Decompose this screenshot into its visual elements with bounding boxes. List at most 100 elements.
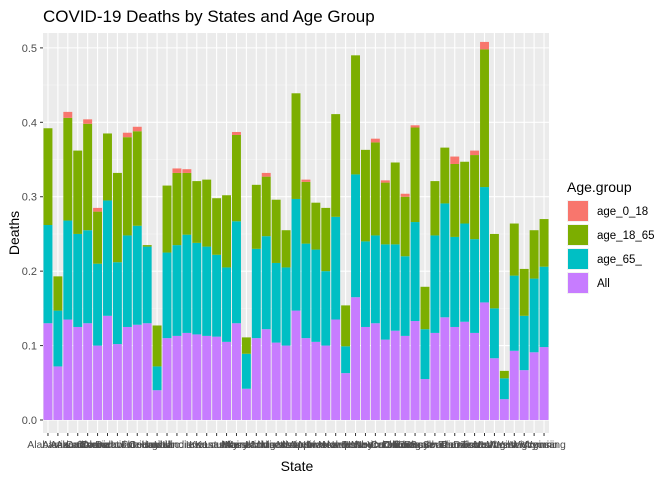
x-tick-label: Oklahoma (381, 439, 429, 451)
x-tick-label: Georgia (128, 439, 166, 451)
x-tick-label: Tennessee (439, 439, 490, 451)
bar-age-65-wyoming (539, 266, 549, 348)
bar-age-65-north-carolina (370, 235, 380, 324)
bar-all-maine (232, 323, 241, 420)
bar-age-18-65-alaska (53, 276, 63, 311)
bar-age-65-alaska (53, 310, 63, 367)
x-tick-label: Oregon (398, 439, 433, 451)
bar-age-18-65-wyoming (539, 219, 549, 267)
x-tick-label: Virginia (487, 439, 522, 451)
bar-age-18-65-kentucky (212, 198, 222, 255)
bar-age-18-65-new-york (360, 149, 370, 242)
bar-age-18-65-mississippi (281, 230, 291, 268)
bar-age-18-65-new-hampshire (331, 114, 341, 217)
bar-all-rhode-island (430, 332, 440, 420)
x-tick-label: Connecticut (80, 439, 136, 451)
bar-all-idaho (162, 338, 172, 420)
bar-age-65-california (83, 230, 93, 324)
bar-all-vermont (489, 358, 499, 420)
bar-all-virginia (499, 399, 509, 420)
x-tick-label: Massachusetts (221, 439, 291, 451)
bar-age-65-pennsylvania (420, 329, 430, 380)
bar-all-north-dakota (380, 339, 390, 420)
bar-age-65-texas (470, 239, 480, 333)
bar-age-65-district-of-columbia (122, 235, 132, 327)
bar-age-0-18-oregon (410, 125, 420, 128)
x-tick-label: Minnesota (252, 439, 301, 451)
bar-age-65-wisconsin (529, 278, 539, 353)
x-tick-label: South Carolina (410, 439, 480, 451)
bar-all-nevada (321, 345, 331, 420)
bar-age-18-65-hawaii (152, 325, 162, 367)
bar-age-18-65-nebraska (311, 202, 321, 250)
bar-age-0-18-texas (470, 150, 480, 156)
x-tick-label: Missouri (276, 439, 315, 451)
bar-all-south-carolina (440, 317, 450, 420)
x-tick-label: Ohio (384, 439, 406, 451)
bar-age-18-65-georgia (142, 245, 152, 247)
bar-age-0-18-utah (480, 41, 489, 50)
bar-age-65-new-jersey (341, 346, 351, 374)
bar-all-utah (480, 302, 489, 420)
x-tick-label: Arizona (50, 439, 86, 451)
bar-age-0-18-indiana (182, 169, 192, 173)
x-tick-label: Nebraska (293, 439, 338, 451)
bar-all-new-mexico (351, 297, 360, 420)
x-tick-label: California (65, 439, 110, 451)
legend-label: All (597, 278, 610, 290)
y-tick-label: 0.5 (22, 43, 37, 55)
legend-label: age_65_ (597, 254, 642, 266)
bar-age-18-65-new-jersey (341, 305, 351, 347)
bar-all-ohio (390, 330, 400, 420)
bar-age-0-18-north-dakota (380, 180, 390, 183)
bar-age-65-arizona (63, 220, 73, 320)
bar-all-new-york (360, 326, 370, 420)
x-tick-label: Iowa (186, 439, 208, 451)
bar-age-65-georgia (142, 246, 152, 324)
bar-age-18-65-kansas (202, 179, 212, 247)
bar-age-0-18-florida (132, 126, 142, 132)
bar-age-18-65-illinois (172, 172, 182, 246)
bar-age-65-maine (232, 221, 241, 324)
x-tick-label: Indiana (170, 439, 205, 451)
x-tick-label: New York (343, 439, 388, 451)
bar-age-65-kentucky (212, 254, 222, 337)
x-tick-label: Washington (487, 439, 542, 451)
bar-all-wisconsin (529, 352, 539, 420)
bar-age-18-65-louisiana (222, 195, 232, 268)
bar-all-massachusetts (251, 338, 261, 420)
x-tick-label: Idaho (154, 439, 180, 451)
bar-age-0-18-north-carolina (370, 138, 380, 143)
x-tick-label: West Virginia (493, 439, 555, 451)
bar-age-18-65-iowa (192, 181, 202, 243)
bar-all-pennsylvania (420, 379, 430, 420)
bar-age-18-65-nevada (321, 207, 331, 272)
bar-age-18-65-utah (480, 49, 489, 188)
bar-age-65-new-york (360, 241, 370, 327)
bar-age-18-65-arkansas (73, 150, 83, 234)
bar-age-65-arkansas (73, 233, 83, 327)
bar-all-iowa (192, 334, 202, 420)
bar-age-18-65-west-virginia (519, 268, 529, 316)
bar-age-18-65-colorado (93, 211, 103, 264)
x-tick-label: Vermont (475, 439, 514, 451)
legend: Age.group age_0_18 age_18_65 age_65_ All (567, 179, 655, 294)
x-tick-label: Illinois (162, 439, 191, 451)
x-tick-label: Maine (222, 439, 251, 451)
bar-age-65-michigan (261, 236, 271, 330)
bar-all-district-of-columbia (122, 326, 132, 420)
bar-age-18-65-arizona (63, 117, 73, 221)
x-tick-label: South Dakota (423, 439, 487, 451)
bar-age-0-18-south-dakota (450, 156, 460, 164)
x-tick-label: Nevada (308, 439, 344, 451)
x-axis-title: State (281, 458, 314, 474)
bar-age-18-65-maryland (241, 337, 251, 354)
bar-age-18-65-michigan (261, 176, 271, 237)
bar-age-65-north-dakota (380, 244, 390, 340)
legend-swatch-age_65_ (568, 249, 588, 269)
bar-age-0-18-district-of-columbia (122, 132, 132, 138)
x-tick-label: Hawaii (141, 439, 173, 451)
bar-age-65-kansas (202, 246, 212, 336)
bar-all-colorado (93, 345, 103, 420)
